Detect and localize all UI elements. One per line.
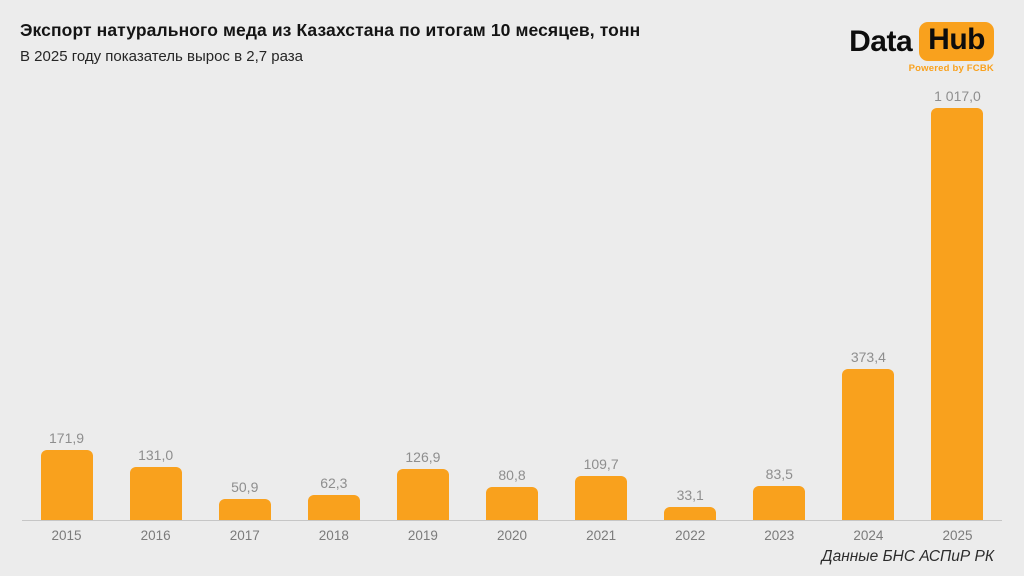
plot-area: 171,9 131,0 50,9 62,3 126,9 80,8 109,7 33,1 83,5… [22,88,1002,520]
bar [129,467,182,520]
bar-value-label: 83,5 [765,466,793,482]
x-axis-tick-label: 2015 [51,528,82,543]
bar-column: 126,9 [378,449,467,520]
x-axis-tick-label: 2025 [942,528,973,543]
x-axis-tick-label: 2016 [140,528,171,543]
bar-value-label: 62,3 [320,475,348,491]
header: Экспорт натурального меда из Казахстана … [20,20,794,65]
bar-value-label: 126,9 [405,449,441,465]
bar-value-label: 171,9 [49,430,85,446]
bar-value-label: 1 017,0 [934,88,981,104]
x-axis-tick-label: 2019 [407,528,438,543]
x-axis-tick-label: 2017 [229,528,260,543]
bar-column: 171,9 [22,430,111,520]
logo-tagline: Powered by FCBK [908,63,994,74]
bar-column: 373,4 [824,349,913,520]
bar [842,369,895,520]
x-axis-tick-label: 2020 [496,528,528,543]
datahub-logo: Data Hub Powered by FCBK [849,22,994,74]
bar-column: 62,3 [289,475,378,520]
bar-value-label: 373,4 [850,349,886,365]
bar-column: 33,1 [646,487,735,520]
bar-column: 83,5 [735,466,824,520]
bar [40,450,93,520]
source-note: Данные БНС АСПиР РК [821,548,994,565]
bar-value-label: 50,9 [231,479,259,495]
bar-value-label: 131,0 [138,447,174,463]
bar-column: 80,8 [467,467,556,520]
bar-column: 131,0 [111,447,200,520]
bar [753,486,806,520]
bar [218,499,271,520]
bar-column: 1 017,0 [913,88,1002,520]
x-axis-tick-label: 2018 [318,528,349,543]
bar [486,487,539,520]
x-axis-line [22,520,1002,521]
x-axis-tick-label: 2023 [764,528,795,543]
chart-title: Экспорт натурального меда из Казахстана … [20,20,641,40]
x-axis-tick-label: 2021 [586,528,617,543]
bar [931,108,984,520]
bar-value-label: 80,8 [498,467,526,483]
bar-column: 109,7 [557,456,646,520]
bar-chart: 171,9 131,0 50,9 62,3 126,9 80,8 109,7 33,1 83,5… [22,88,1002,543]
bar [307,495,360,520]
bar-column: 50,9 [200,479,289,520]
bar [575,476,628,520]
datahub-logo-row: Data Hub [849,22,994,61]
bar-value-label: 109,7 [583,456,619,472]
x-axis-tick-label: 2024 [853,528,884,543]
chart-subtitle: В 2025 году показатель вырос в 2,7 раза [20,47,303,65]
bar-value-label: 33,1 [676,487,704,503]
bar [664,507,717,520]
x-axis-labels: 2015 2016 2017 2018 2019 2020 2021 2022 2023 2024… [22,528,1002,543]
logo-text-hub: Hub [919,22,994,61]
bar [396,469,449,520]
x-axis-tick-label: 2022 [675,528,706,543]
logo-text-data: Data [849,24,913,58]
